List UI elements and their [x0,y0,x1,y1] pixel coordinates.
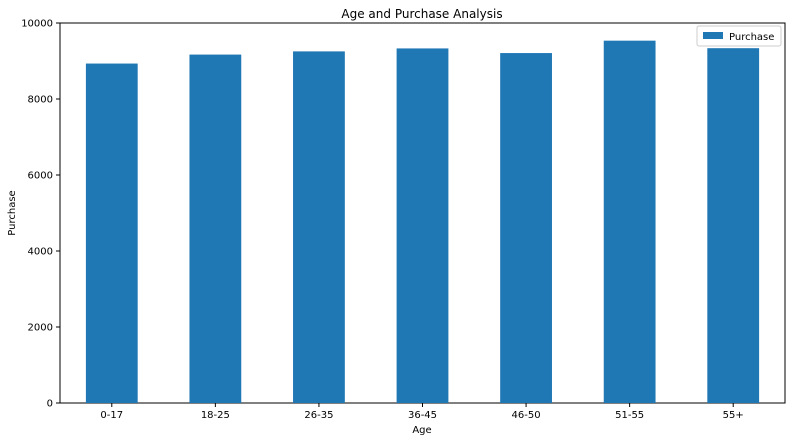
y-axis-label: Purchase [7,190,18,235]
y-tick-label: 6000 [28,171,53,182]
x-axis: 0-17 18-25 26-35 36-45 46-50 51-55 55+ [100,403,744,421]
legend-label: Purchase [729,32,774,43]
bar-0-17 [85,63,138,404]
chart-title: Age and Purchase Analysis [341,7,502,21]
x-tick-label: 55+ [723,410,744,421]
x-axis-label: Age [412,425,431,436]
x-tick-label: 46-50 [512,410,541,421]
x-tick-label: 36-45 [408,410,437,421]
x-tick-label: 26-35 [304,410,333,421]
bar-51-55 [603,40,656,404]
x-tick-label: 51-55 [615,410,644,421]
y-axis: 0 2000 4000 6000 8000 10000 [21,19,60,410]
y-tick-label: 0 [47,399,53,410]
bars-layer [85,40,760,404]
bar-36-45 [396,48,449,404]
bar-55+ [707,48,760,403]
legend: Purchase [696,25,782,47]
legend-swatch [703,32,723,39]
x-tick-label: 18-25 [201,410,230,421]
y-tick-label: 10000 [21,19,53,30]
bar-26-35 [293,51,345,403]
x-tick-label: 0-17 [100,410,123,421]
y-tick-label: 8000 [28,95,53,106]
y-tick-label: 4000 [28,247,53,258]
legend-box [696,25,782,47]
bar-46-50 [500,53,552,404]
bar-18-25 [189,54,242,403]
y-tick-label: 2000 [28,323,53,334]
